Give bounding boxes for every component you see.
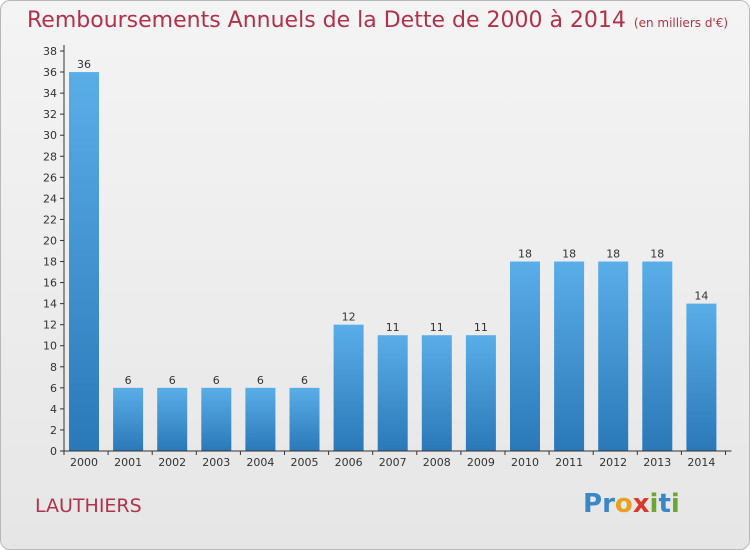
- x-tick-label: 2000: [70, 456, 98, 469]
- y-tick-label: 38: [43, 45, 57, 58]
- x-tick-label: 2003: [202, 456, 230, 469]
- bar-2000: [69, 72, 99, 451]
- logo-letter: i: [649, 489, 659, 519]
- logo-letter: x: [632, 489, 650, 519]
- logo-letter: t: [658, 489, 671, 519]
- x-tick-label: 2002: [158, 456, 186, 469]
- y-tick-label: 16: [43, 277, 57, 290]
- chart-title-text: Remboursements Annuels de la Dette de 20…: [27, 8, 626, 33]
- logo-letter: o: [614, 489, 633, 519]
- proxiti-logo[interactable]: Proxiti: [583, 489, 680, 519]
- bar-2010: [510, 261, 540, 451]
- x-tick-label: 2007: [379, 456, 407, 469]
- data-label: 6: [125, 374, 132, 387]
- data-label: 11: [386, 321, 400, 334]
- x-tick-label: 2013: [643, 456, 671, 469]
- data-label: 11: [474, 321, 488, 334]
- y-tick-label: 14: [43, 298, 57, 311]
- y-tick-label: 24: [43, 192, 57, 205]
- y-tick-label: 12: [43, 319, 57, 332]
- data-label: 6: [301, 374, 308, 387]
- bar-2006: [333, 324, 364, 451]
- y-tick-label: 18: [43, 256, 57, 269]
- data-label: 6: [257, 374, 264, 387]
- data-label: 11: [430, 321, 444, 334]
- y-tick-label: 36: [43, 66, 57, 79]
- bar-2002: [157, 387, 188, 451]
- data-label: 18: [518, 248, 532, 261]
- bar-2003: [201, 387, 232, 451]
- bar-2004: [245, 387, 276, 451]
- y-tick-label: 30: [43, 129, 57, 142]
- x-tick-label: 2014: [687, 456, 715, 469]
- commune-name: LAUTHIERS: [35, 495, 142, 517]
- y-tick-label: 6: [50, 382, 57, 395]
- bar-2014: [686, 303, 717, 451]
- chart-title: Remboursements Annuels de la Dette de 20…: [27, 8, 728, 33]
- data-label: 14: [694, 290, 708, 303]
- y-tick-label: 10: [43, 340, 57, 353]
- x-tick-label: 2006: [335, 456, 363, 469]
- bar-2001: [113, 387, 144, 451]
- logo-letter: P: [583, 489, 603, 519]
- bar-2005: [289, 387, 320, 451]
- data-label: 12: [342, 311, 356, 324]
- bar-2009: [465, 335, 496, 451]
- data-label: 36: [77, 58, 91, 71]
- x-tick-label: 2004: [246, 456, 274, 469]
- x-tick-label: 2011: [555, 456, 583, 469]
- data-label: 6: [213, 374, 220, 387]
- data-label: 18: [562, 248, 576, 261]
- bar-2012: [598, 261, 629, 451]
- y-tick-label: 2: [50, 424, 57, 437]
- data-label: 6: [169, 374, 176, 387]
- y-tick-label: 26: [43, 171, 57, 184]
- y-tick-label: 34: [43, 87, 57, 100]
- y-tick-label: 28: [43, 150, 57, 163]
- x-tick-label: 2005: [291, 456, 319, 469]
- axes-group: 2000 2001 2002 2003 2004 2005 2006 2007 2008 2009…: [43, 45, 732, 469]
- y-tick-label: 4: [50, 403, 57, 416]
- chart-subtitle: (en milliers d'€): [633, 16, 729, 30]
- logo-letter: i: [670, 489, 680, 519]
- bar-2008: [421, 335, 452, 451]
- x-tick-label: 2012: [599, 456, 627, 469]
- x-tick-label: 2009: [467, 456, 495, 469]
- y-tick-label: 0: [50, 445, 57, 458]
- x-tick-label: 2008: [423, 456, 451, 469]
- data-label: 18: [606, 248, 620, 261]
- x-tick-label: 2001: [114, 456, 142, 469]
- bar-2007: [377, 335, 408, 451]
- y-tick-label: 8: [50, 361, 57, 374]
- y-tick-label: 32: [43, 108, 57, 121]
- logo-letter: r: [602, 489, 615, 519]
- x-tick-label: 2010: [511, 456, 539, 469]
- bar-2013: [642, 261, 673, 451]
- bar-2011: [554, 261, 585, 451]
- y-tick-label: 22: [43, 213, 57, 226]
- data-label: 18: [650, 248, 664, 261]
- bars-group: 36 6 6 6 6 6 12 11 11 11 18 18 18 18 14: [69, 58, 717, 451]
- y-tick-label: 20: [43, 234, 57, 247]
